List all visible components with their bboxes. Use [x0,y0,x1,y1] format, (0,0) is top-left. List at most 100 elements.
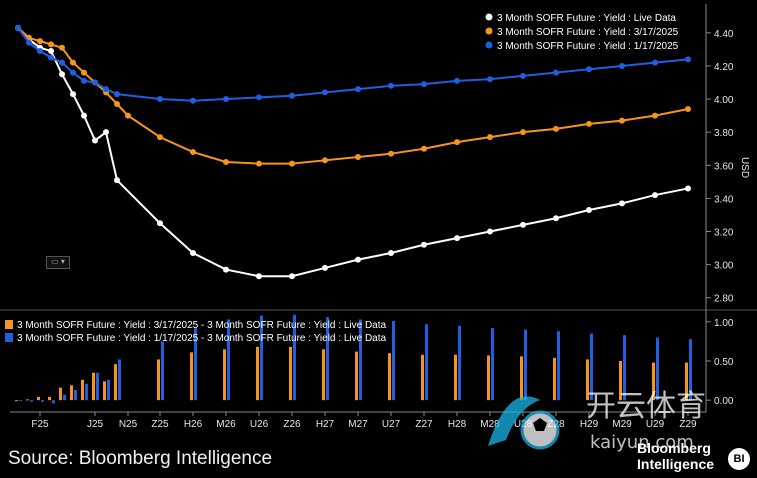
data-point [454,235,460,242]
y-tick-label: 3.20 [714,228,734,239]
x-tick-label: H28 [448,419,467,430]
x-tick-label: F25 [31,419,49,430]
data-point [114,177,120,184]
brand-logo: Bloomberg Intelligence [637,440,714,472]
bar [194,328,197,401]
bar [520,356,523,401]
data-point [619,62,625,69]
data-point [256,160,262,167]
bar [260,315,263,401]
x-tick-label: N25 [119,419,138,430]
source-note: Source: Bloomberg Intelligence [8,448,273,469]
data-point [70,69,76,76]
data-point [48,54,54,61]
data-point [586,66,592,73]
bar [586,359,589,401]
data-point [619,200,625,207]
bar [487,355,490,401]
bar [223,349,226,401]
watermark-logo: 开云体育 kaiyun.com [488,389,706,453]
bar [425,324,428,401]
bar [81,379,84,401]
x-tick-label: U29 [646,419,665,430]
data-point [619,117,625,124]
legend-label: 3 Month SOFR Future : Yield : 3/17/2025 … [17,320,387,331]
y-tick-label: 3.80 [714,128,734,139]
data-point [553,215,559,222]
y-tick-label: 4.40 [714,29,734,40]
data-point [289,160,295,167]
data-point [103,129,109,136]
data-point [322,264,328,271]
bar [359,319,362,401]
bar [355,351,358,401]
x-tick-label: Z25 [151,419,169,430]
watermark-url: kaiyun.com [590,432,694,453]
data-point [59,44,65,51]
bar [557,331,560,401]
data-point [289,273,295,280]
data-point [15,24,21,31]
data-point [59,59,65,66]
y-tick-label: 4.20 [714,62,734,73]
legend-marker [485,41,493,49]
bar [656,337,659,401]
x-tick-label: M28 [480,419,500,430]
data-point [114,101,120,108]
bar [392,321,395,401]
series-line-1 [17,27,689,165]
data-point [26,39,32,46]
data-point [92,137,98,144]
data-point [454,139,460,146]
data-point [487,228,493,235]
watermark-text: 开云体育 [586,389,706,424]
legend-swatch [5,320,13,329]
legend-marker [485,13,493,21]
bar [590,333,593,401]
data-point [685,56,691,63]
upper-legend-box [478,8,704,54]
x-tick-label: J25 [87,419,104,430]
data-point [322,157,328,164]
data-point [114,91,120,98]
data-point [355,86,361,93]
bar [458,325,461,401]
data-point [355,256,361,263]
x-tick-label: M27 [348,419,368,430]
bar [326,317,329,401]
data-point [322,89,328,96]
legends: 3 Month SOFR Future : Yield : Live Data 3… [5,8,704,344]
data-point [553,69,559,76]
x-tick-label: Z26 [283,419,301,430]
data-point [70,91,76,98]
bar [30,400,33,402]
series-line-0 [17,27,689,278]
bar [85,383,88,401]
y-tick-label: 0.00 [714,396,734,407]
data-point [586,206,592,213]
data-point [125,112,131,119]
x-tick-label: M29 [612,419,632,430]
ball-icon [488,396,560,450]
bar [92,372,95,401]
chart-menu-icon[interactable]: ▭ ▾ [46,256,70,269]
data-point [256,94,262,101]
data-point [81,77,87,84]
bar [190,352,193,401]
legend-marker [485,27,493,35]
bar [41,400,44,402]
data-point [223,96,229,103]
data-point [685,105,691,112]
bar [15,400,18,402]
x-tick-label: H27 [316,419,335,430]
bar [689,339,692,401]
bar [48,397,51,401]
bar [454,354,457,401]
y-tick-label: 4.00 [714,95,734,106]
bar [107,379,110,401]
bar [293,314,296,401]
data-point [48,48,54,55]
data-point [157,220,163,227]
bar [623,335,626,401]
data-point [190,97,196,104]
